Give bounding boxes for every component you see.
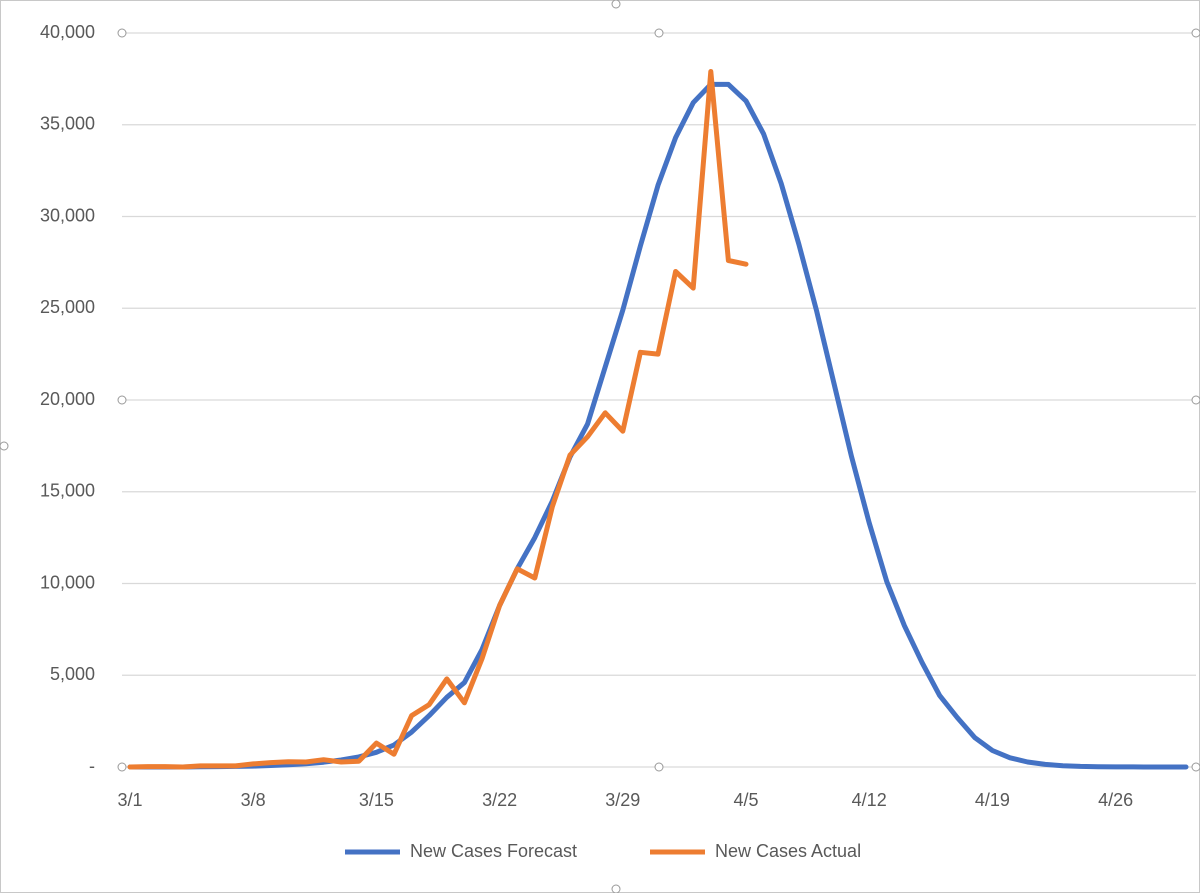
plot-handle [1191,762,1200,772]
resize-handle [0,441,9,451]
legend-label: New Cases Actual [715,841,861,861]
x-tick-label: 3/8 [241,790,266,810]
plot-handle [654,762,664,772]
x-tick-label: 4/5 [733,790,758,810]
plot-handle [117,28,127,38]
y-tick-label: 35,000 [40,114,95,134]
plot-handle [1191,395,1200,405]
x-tick-label: 4/26 [1098,790,1133,810]
y-tick-label: 5,000 [50,664,95,684]
resize-handle [611,884,621,893]
x-tick-label: 3/15 [359,790,394,810]
x-tick-label: 4/19 [975,790,1010,810]
y-tick-label: 15,000 [40,481,95,501]
x-tick-label: 3/29 [605,790,640,810]
x-tick-label: 3/22 [482,790,517,810]
y-tick-label: 20,000 [40,389,95,409]
y-tick-label: 25,000 [40,297,95,317]
series-line [127,69,749,770]
plot-handle [654,28,664,38]
legend-label: New Cases Forecast [410,841,577,861]
y-tick-label: 40,000 [40,22,95,42]
plot-handle [117,395,127,405]
y-tick-label: 10,000 [40,572,95,592]
plot-handle [117,762,127,772]
y-tick-label: 30,000 [40,205,95,225]
plot-handle [1191,28,1200,38]
resize-handle [611,0,621,9]
x-tick-label: 4/12 [852,790,887,810]
y-tick-label: - [89,756,95,776]
x-tick-label: 3/1 [117,790,142,810]
